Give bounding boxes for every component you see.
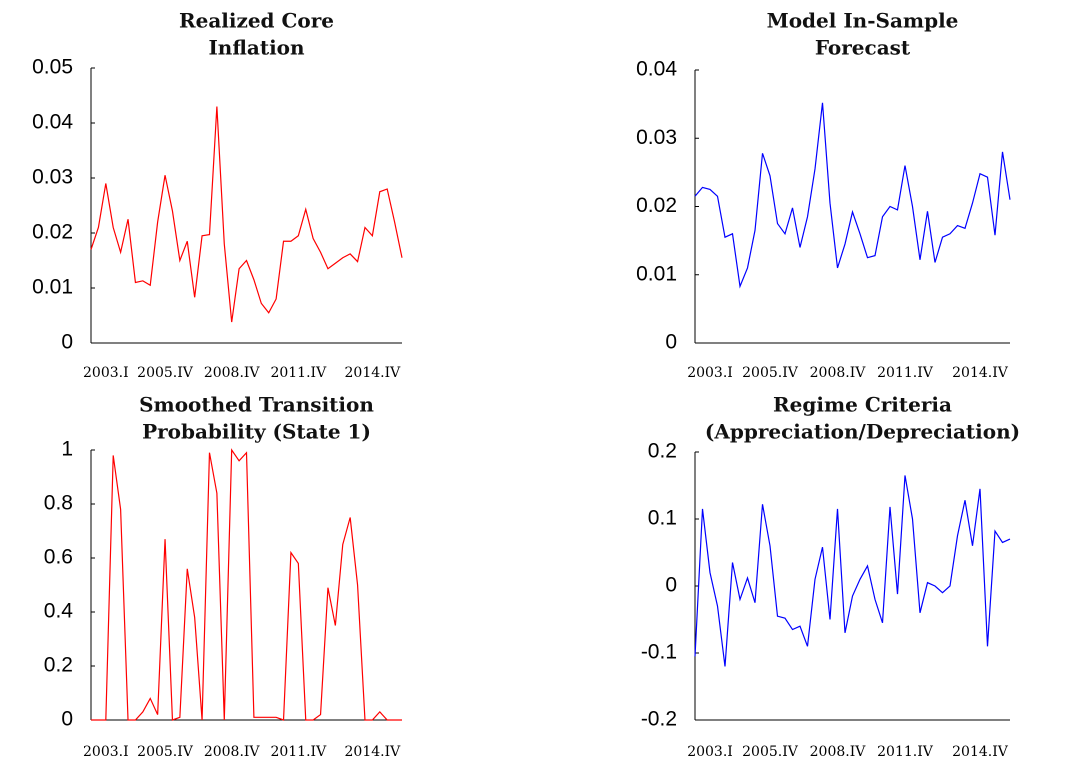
chart-title: Smoothed Transition: [139, 393, 374, 417]
y-tick-label: 0.1: [648, 507, 677, 530]
x-tick-label: 2003.I: [83, 744, 129, 760]
y-tick-label: 0.02: [32, 221, 73, 244]
y-tick-label: 0.6: [44, 546, 73, 569]
x-tick-label: 2005.IV: [742, 744, 799, 760]
x-tick-label: 2011.IV: [877, 744, 934, 760]
chart-title: Probability (State 1): [142, 420, 371, 444]
x-tick-label: 2011.IV: [270, 744, 327, 760]
x-tick-label: 2014.IV: [952, 365, 1009, 381]
x-tick-label: 2008.IV: [810, 365, 867, 381]
x-tick-label: 2008.IV: [204, 365, 261, 381]
chart-title: Forecast: [815, 36, 911, 60]
y-tick-label: 1: [61, 438, 73, 461]
x-tick-label: 2008.IV: [810, 744, 867, 760]
x-tick-label: 2014.IV: [345, 744, 402, 760]
data-line: [694, 102, 1011, 289]
x-tick-label: 2003.I: [687, 744, 733, 760]
y-tick-label: 0.4: [44, 600, 74, 623]
chart-title: Regime Criteria: [773, 393, 952, 417]
y-tick-label: 0: [665, 331, 677, 354]
y-tick-label: 0: [665, 574, 677, 597]
x-tick-label: 2005.IV: [137, 744, 194, 760]
y-tick-label: 0.03: [636, 126, 677, 149]
y-tick-label: 0.04: [636, 58, 677, 81]
y-tick-label: 0.02: [636, 194, 677, 217]
chart-title: Model In-Sample: [767, 9, 959, 33]
x-tick-label: 2005.IV: [742, 365, 799, 381]
y-tick-label: 0: [61, 708, 73, 731]
x-tick-label: 2011.IV: [270, 365, 327, 381]
chart-title: Inflation: [208, 36, 305, 60]
x-tick-label: 2011.IV: [877, 365, 934, 381]
x-tick-label: 2008.IV: [204, 744, 261, 760]
data-line: [694, 475, 1011, 667]
y-tick-label: -0.2: [641, 708, 677, 731]
x-tick-label: 2014.IV: [345, 365, 402, 381]
y-tick-label: 0: [61, 331, 73, 354]
y-tick-label: 0.01: [636, 262, 677, 285]
y-tick-label: 0.04: [32, 111, 73, 134]
y-tick-label: 0.05: [32, 56, 73, 79]
chart-title: Realized Core: [179, 9, 334, 33]
y-tick-label: 0.01: [32, 276, 73, 299]
y-tick-label: 0.03: [32, 166, 73, 189]
x-tick-label: 2003.I: [83, 365, 129, 381]
x-tick-label: 2014.IV: [952, 744, 1009, 760]
y-tick-label: 0.8: [44, 492, 73, 515]
y-tick-label: -0.1: [641, 641, 677, 664]
data-line: [91, 448, 402, 721]
y-tick-label: 0.2: [44, 654, 73, 677]
x-tick-label: 2003.I: [687, 365, 733, 381]
data-line: [90, 106, 403, 323]
x-tick-label: 2005.IV: [137, 365, 194, 381]
chart-title: (Appreciation/Depreciation): [705, 420, 1020, 444]
y-tick-label: 0.2: [648, 440, 677, 463]
